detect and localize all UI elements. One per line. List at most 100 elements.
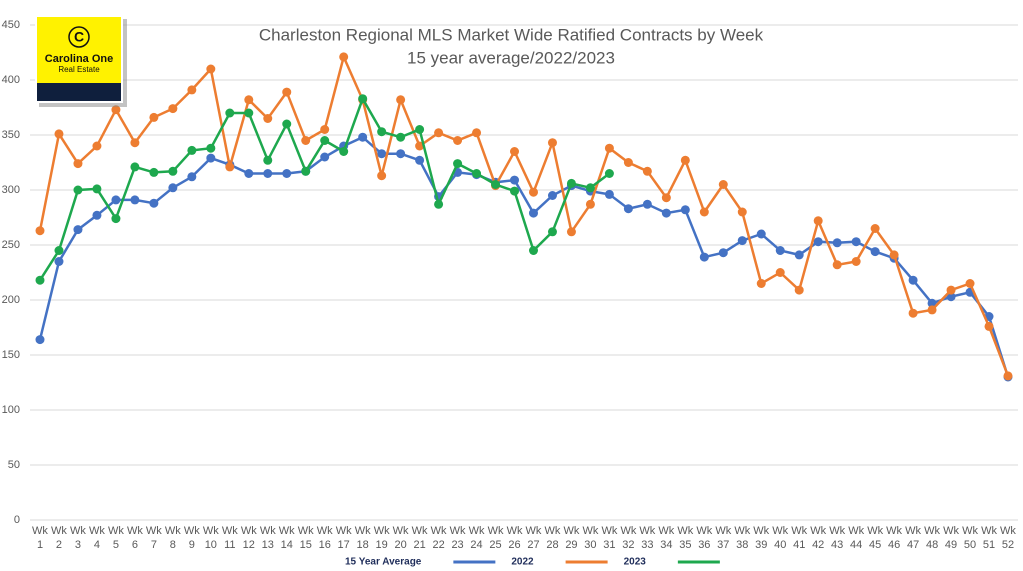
- data-point: [832, 238, 842, 248]
- data-point: [301, 166, 311, 176]
- x-tick-label: Wk 5: [108, 525, 124, 551]
- data-point: [528, 246, 538, 255]
- logo-strip: [37, 83, 121, 101]
- data-point: [889, 250, 899, 260]
- data-point: [35, 335, 45, 345]
- data-point: [149, 198, 159, 208]
- x-tick-label: Wk 46: [886, 525, 902, 551]
- data-point: [187, 85, 197, 95]
- x-tick-label: Wk 42: [810, 525, 826, 551]
- data-point: [149, 112, 159, 122]
- data-point: [396, 149, 406, 159]
- data-point: [510, 186, 520, 196]
- x-tick-label: Wk 2: [51, 525, 67, 551]
- data-point: [92, 141, 102, 151]
- data-point: [623, 204, 633, 214]
- data-point: [775, 246, 785, 255]
- data-point: [244, 108, 254, 118]
- data-point: [339, 147, 349, 156]
- x-tick-label: Wk 37: [715, 525, 731, 551]
- x-tick-label: Wk 33: [639, 525, 655, 551]
- data-point: [73, 225, 83, 235]
- y-tick-label: 250: [2, 239, 20, 251]
- y-tick-label: 450: [2, 19, 20, 31]
- data-point: [775, 268, 785, 277]
- data-point: [225, 162, 235, 172]
- data-point: [111, 105, 121, 115]
- x-tick-label: Wk 3: [70, 525, 86, 551]
- data-point: [377, 127, 387, 137]
- data-point: [566, 178, 576, 188]
- data-point: [130, 138, 140, 148]
- logo-tagline: Real Estate: [58, 65, 100, 74]
- y-tick-label: 50: [8, 459, 20, 471]
- y-tick-label: 350: [2, 129, 20, 141]
- x-tick-label: Wk 35: [677, 525, 693, 551]
- y-tick-label: 400: [2, 74, 20, 86]
- x-tick-label: Wk 36: [696, 525, 712, 551]
- data-point: [92, 210, 102, 220]
- logo-mark: C: [74, 29, 84, 45]
- data-point: [604, 169, 614, 178]
- data-point: [585, 199, 595, 209]
- data-point: [642, 166, 652, 176]
- data-point: [206, 143, 216, 153]
- data-point: [244, 95, 254, 105]
- x-tick-label: Wk 9: [184, 525, 200, 551]
- x-tick-label: Wk 47: [905, 525, 921, 551]
- x-tick-label: Wk 30: [582, 525, 598, 551]
- data-point: [547, 138, 557, 148]
- data-point: [263, 155, 273, 165]
- data-point: [528, 187, 538, 197]
- data-point: [756, 229, 766, 239]
- data-point: [320, 152, 330, 162]
- data-point: [358, 132, 368, 142]
- data-point: [851, 257, 861, 266]
- x-tick-label: Wk 43: [829, 525, 845, 551]
- data-point: [813, 237, 823, 247]
- data-point: [168, 183, 178, 193]
- data-point: [434, 128, 444, 138]
- data-point: [870, 247, 880, 257]
- x-tick-label: Wk 50: [962, 525, 978, 551]
- logo-name: Carolina One: [45, 53, 113, 65]
- data-point: [472, 128, 482, 138]
- y-tick-label: 300: [2, 184, 20, 196]
- x-tick-label: Wk 32: [620, 525, 636, 551]
- data-point: [661, 208, 671, 218]
- data-point: [339, 52, 349, 62]
- data-point: [434, 199, 444, 209]
- x-tick-label: Wk 48: [924, 525, 940, 551]
- x-tick-label: Wk 27: [526, 525, 542, 551]
- legend-label: 2022: [511, 557, 534, 568]
- x-tick-label: Wk 52: [1000, 525, 1016, 551]
- data-point: [168, 166, 178, 176]
- data-point: [1003, 371, 1013, 381]
- x-tick-label: Wk 13: [260, 525, 276, 551]
- data-point: [111, 214, 121, 224]
- data-point: [908, 308, 918, 318]
- data-point: [547, 227, 557, 237]
- logo: C Carolina One Real Estate: [35, 15, 127, 107]
- data-point: [680, 205, 690, 215]
- x-tick-label: Wk 44: [848, 525, 864, 551]
- data-point: [604, 189, 614, 199]
- x-tick-label: Wk 10: [203, 525, 219, 551]
- data-point: [794, 285, 804, 295]
- data-point: [320, 136, 330, 145]
- data-point: [794, 250, 804, 260]
- x-tick-label: Wk 11: [222, 525, 238, 551]
- data-point: [642, 199, 652, 209]
- data-point: [187, 145, 197, 155]
- data-point: [699, 207, 709, 217]
- x-tick-label: Wk 40: [772, 525, 788, 551]
- data-point: [566, 227, 576, 237]
- data-point: [396, 132, 406, 142]
- data-point: [415, 125, 425, 134]
- data-point: [301, 136, 311, 145]
- x-tick-label: Wk 25: [488, 525, 504, 551]
- data-point: [453, 136, 463, 145]
- data-point: [737, 236, 747, 246]
- x-tick-label: Wk 19: [374, 525, 390, 551]
